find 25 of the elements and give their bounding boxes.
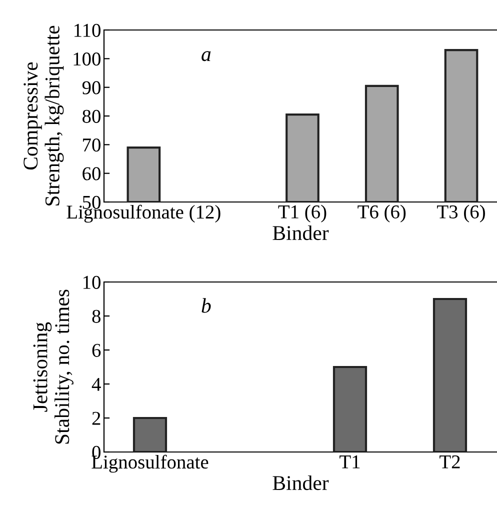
bar [432, 298, 468, 452]
y-tick-label: 100 [74, 52, 100, 66]
x-tick-label: T3 (6) [437, 204, 485, 222]
x-tick-label: T2 [440, 455, 460, 468]
x-axis-title: Binder [272, 225, 329, 240]
y-tick-label: 90 [82, 81, 100, 94]
x-tick-label: T1 (6) [278, 204, 326, 222]
y-tick-label: 110 [74, 24, 100, 37]
x-axis-title: Binder [272, 475, 329, 490]
y-tick-label: 2 [92, 412, 100, 425]
x-tick-label: T1 [340, 455, 360, 468]
bar [332, 366, 368, 452]
y-tick-label: 4 [92, 378, 101, 391]
x-tick-label: T6 (6) [358, 204, 406, 222]
bar [132, 416, 168, 452]
y-axis-title: Jettisoning Stability, no. times [33, 290, 74, 444]
annotation: a [202, 51, 211, 62]
y-axis-title: Compressive Strength, kg/briquette [24, 26, 64, 206]
annotation: b [202, 298, 211, 313]
y-tick-label: 60 [82, 167, 100, 180]
y-tick-label: 10 [83, 276, 100, 289]
y-tick-label: 8 [92, 310, 100, 323]
y-tick-label: 6 [92, 344, 101, 357]
y-tick-label: 70 [83, 138, 100, 152]
y-tick-label: 80 [82, 110, 100, 123]
